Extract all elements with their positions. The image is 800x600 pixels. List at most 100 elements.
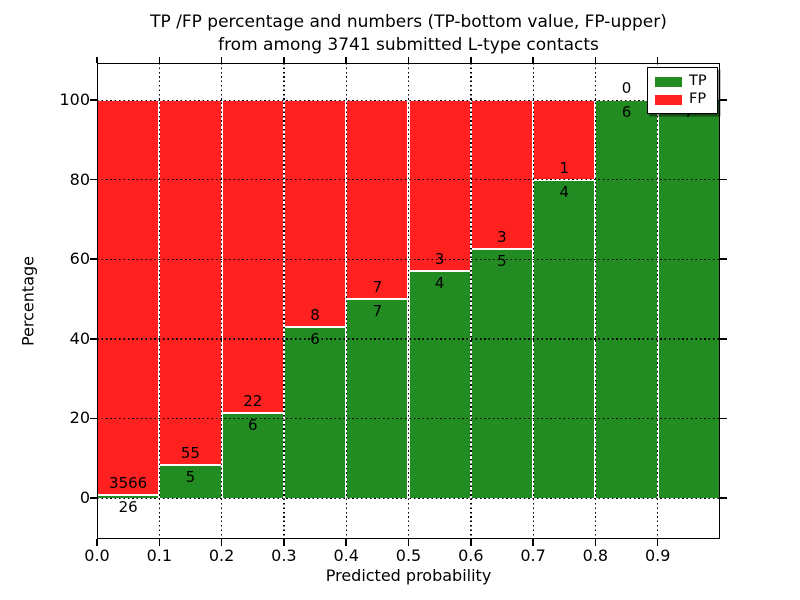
legend-swatch-tp-icon xyxy=(655,76,682,87)
tick-label-x: 0.4 xyxy=(333,546,359,565)
bar-label-fp: 3566 xyxy=(109,474,148,493)
tick-x-top xyxy=(407,57,410,63)
bar-segment-tp xyxy=(283,327,347,498)
tick-x-top xyxy=(594,57,597,63)
bar-label-tp: 5 xyxy=(497,252,507,271)
tick-x-top xyxy=(656,57,659,63)
tick-y-right xyxy=(720,497,727,499)
legend-label-fp: FP xyxy=(689,91,707,107)
tick-x-bottom xyxy=(470,539,472,546)
bar-segment-fp xyxy=(159,100,222,465)
tick-label-y: 60 xyxy=(69,249,90,269)
bar-segment-fp xyxy=(346,100,409,299)
bar-label-fp: 22 xyxy=(243,391,263,410)
tick-label-x: 0.6 xyxy=(458,546,484,565)
bar-segment-tp xyxy=(595,100,658,498)
tick-label-x: 0.5 xyxy=(395,546,422,565)
tick-x-bottom xyxy=(220,539,223,546)
tick-label-x: 0.8 xyxy=(582,546,609,565)
gridline-x xyxy=(221,63,223,539)
legend-item-fp: FP xyxy=(655,92,710,107)
bar-label-tp: 6 xyxy=(310,330,320,349)
tick-x-bottom xyxy=(158,539,161,546)
gridline-x xyxy=(345,63,347,539)
tick-y-right xyxy=(720,417,727,420)
tick-y-right xyxy=(720,99,727,101)
tick-x-top xyxy=(470,57,472,63)
bar-segment-tp xyxy=(470,249,534,498)
bar-label-tp: 7 xyxy=(372,302,383,320)
gridline-x xyxy=(283,63,285,539)
bar-label-tp: 6 xyxy=(247,415,258,434)
tick-x-bottom xyxy=(532,539,534,546)
bar-label-fp: 55 xyxy=(180,443,200,462)
legend: TP FP xyxy=(647,67,718,114)
tick-x-top xyxy=(283,57,285,63)
bar-segment-tp xyxy=(346,299,409,498)
tick-y-left xyxy=(90,338,97,340)
plot-area: 35662655522686773435140607 xyxy=(97,63,720,539)
bar-segment-fp xyxy=(221,100,284,413)
tick-y-left xyxy=(90,497,97,499)
tick-x-bottom xyxy=(283,539,285,546)
legend-swatch-fp-icon xyxy=(655,94,682,105)
tick-x-top xyxy=(532,57,534,63)
tick-y-left xyxy=(90,178,97,181)
tick-x-bottom xyxy=(345,539,347,546)
bar-segment-fp xyxy=(97,100,160,496)
tick-label-x: 0.9 xyxy=(644,546,671,565)
tick-y-right xyxy=(720,178,727,181)
gridline-x xyxy=(158,63,161,539)
tick-x-bottom xyxy=(656,539,659,546)
tick-label-y: 80 xyxy=(69,169,90,189)
tick-x-bottom xyxy=(96,539,98,546)
bar-label-fp: 3 xyxy=(497,228,507,247)
chart-title-line2: from among 3741 submitted L-type contact… xyxy=(218,35,599,55)
chart-title-line1: TP /FP percentage and numbers (TP-bottom… xyxy=(150,12,667,32)
tick-x-top xyxy=(96,57,98,63)
tick-label-y: 20 xyxy=(69,408,90,428)
gridline-x xyxy=(594,63,597,539)
x-axis-label: Predicted probability xyxy=(325,566,492,585)
gridline-x xyxy=(470,63,472,539)
bar-segment-tp xyxy=(221,412,284,498)
bar-label-tp: 6 xyxy=(621,103,632,121)
tick-label-x: 0.3 xyxy=(271,546,297,565)
bar-label-fp: 1 xyxy=(559,158,570,177)
bar-label-tp: 5 xyxy=(185,467,196,486)
tick-x-top xyxy=(158,57,161,63)
chart-title: TP /FP percentage and numbers (TP-bottom… xyxy=(97,11,720,57)
gridline-x xyxy=(408,63,410,539)
tick-y-left xyxy=(90,258,97,260)
bar-label-tp: 4 xyxy=(434,273,445,292)
tick-y-left xyxy=(90,417,97,420)
tick-label-y: 0 xyxy=(79,488,90,507)
tick-label-x: 0.1 xyxy=(146,546,173,565)
tick-x-top xyxy=(345,57,347,63)
bar-label-tp: 4 xyxy=(559,182,570,201)
tick-y-left xyxy=(90,99,97,101)
tick-y-right xyxy=(720,258,727,260)
bar-segment-fp xyxy=(408,100,471,271)
legend-label-tp: TP xyxy=(689,73,707,89)
bar-label-tp: 26 xyxy=(118,498,138,517)
tick-label-x: 0.7 xyxy=(520,546,546,565)
gridline-x xyxy=(657,63,659,539)
bar-label-fp: 8 xyxy=(310,306,320,325)
bar-segment-fp xyxy=(283,100,347,328)
tick-x-bottom xyxy=(407,539,410,546)
bar-label-fp: 3 xyxy=(434,249,445,268)
bar-segment-fp xyxy=(470,100,534,250)
tick-label-y: 40 xyxy=(69,328,90,348)
gridline-x xyxy=(532,63,534,539)
bar-segment-tp xyxy=(408,270,471,498)
legend-item-tp: TP xyxy=(655,74,710,89)
tick-x-top xyxy=(220,57,223,63)
tick-x-bottom xyxy=(594,539,597,546)
bar-segment-tp xyxy=(657,100,720,498)
tick-y-right xyxy=(720,338,727,340)
tick-label-y: 100 xyxy=(59,90,90,109)
bar-label-fp: 0 xyxy=(621,79,632,97)
bar-label-fp: 7 xyxy=(372,278,383,296)
